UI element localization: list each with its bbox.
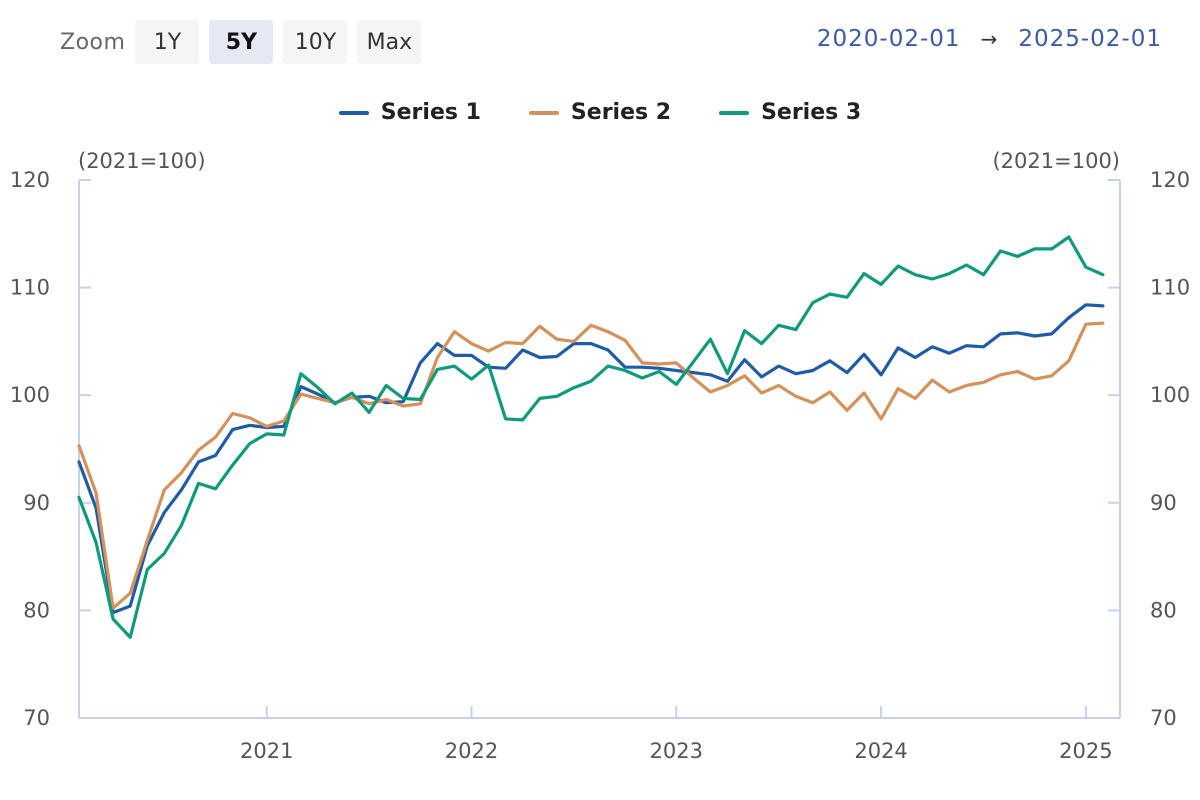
- range-end-date[interactable]: 2025-02-01: [1018, 26, 1162, 52]
- zoom-5y-button[interactable]: 5Y: [209, 20, 274, 64]
- y-tick-label-left: 120: [10, 168, 50, 192]
- x-tick-label: 2021: [240, 739, 293, 763]
- left-axis-unit: (2021=100): [78, 149, 206, 173]
- x-tick-label: 2022: [445, 739, 498, 763]
- x-tick-label: 2025: [1059, 739, 1112, 763]
- legend-label-series-1: Series 1: [380, 100, 481, 125]
- chart-series-lines: [77, 235, 1105, 639]
- series-3-line[interactable]: [77, 235, 1105, 639]
- y-tick-label-right: 90: [1150, 491, 1177, 515]
- legend-item-series-2[interactable]: Series 2: [528, 100, 672, 125]
- series-1-line[interactable]: [77, 303, 1105, 615]
- zoom-toolbar: Zoom 1Y 5Y 10Y Max: [60, 20, 431, 64]
- x-tick-label: 2023: [650, 739, 703, 763]
- x-tick-label: 2024: [854, 739, 907, 763]
- range-start-date[interactable]: 2020-02-01: [816, 26, 961, 52]
- legend-swatch-series-3: [719, 110, 750, 115]
- y-tick-label-right: 120: [1150, 168, 1190, 192]
- chart-axes: 70 70 80 80 90 90 100 100 110 110 120 120 2021 2022 20…: [10, 168, 1190, 763]
- y-tick-label-left: 70: [23, 706, 50, 730]
- series-2-line[interactable]: [77, 321, 1105, 610]
- y-tick-label-right: 70: [1150, 706, 1177, 730]
- y-tick-label-left: 90: [23, 491, 50, 515]
- range-arrow-icon: →: [980, 27, 999, 51]
- y-tick-label-right: 100: [1150, 383, 1190, 407]
- y-tick-label-left: 100: [10, 383, 50, 407]
- chart-legend: Series 1 Series 2 Series 3: [0, 100, 1200, 125]
- zoom-1y-button[interactable]: 1Y: [135, 20, 200, 64]
- zoom-10y-button[interactable]: 10Y: [283, 20, 348, 64]
- y-tick-label-right: 80: [1150, 598, 1177, 622]
- legend-label-series-2: Series 2: [570, 100, 672, 125]
- date-range: 2020-02-01 → 2025-02-01: [817, 26, 1162, 52]
- zoom-max-button[interactable]: Max: [357, 20, 422, 64]
- legend-swatch-series-1: [338, 110, 369, 115]
- y-tick-label-left: 110: [10, 276, 50, 300]
- legend-item-series-3[interactable]: Series 3: [719, 100, 861, 125]
- legend-label-series-3: Series 3: [761, 100, 862, 125]
- legend-item-series-1[interactable]: Series 1: [338, 100, 481, 125]
- zoom-label: Zoom: [60, 29, 126, 55]
- y-tick-label-right: 110: [1150, 276, 1190, 300]
- y-tick-label-left: 80: [23, 598, 50, 622]
- right-axis-unit: (2021=100): [992, 149, 1120, 173]
- legend-swatch-series-2: [528, 110, 559, 115]
